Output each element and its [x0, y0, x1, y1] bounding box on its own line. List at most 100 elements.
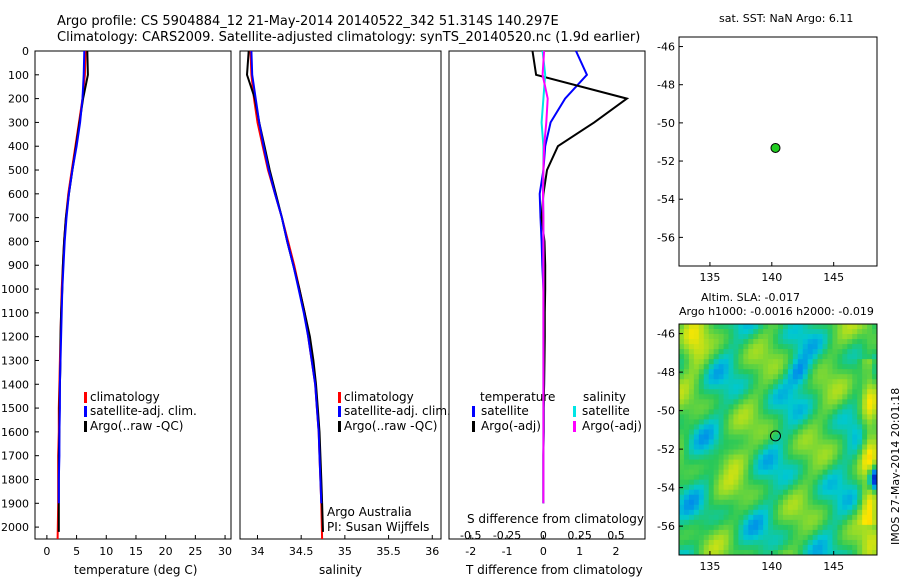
sla-cell — [679, 439, 685, 445]
sla-cell — [778, 519, 784, 526]
sla-cell — [787, 409, 794, 415]
sla-cell — [768, 419, 774, 425]
sla-cell — [738, 394, 744, 400]
sla-cell — [743, 394, 749, 400]
sla-cell — [792, 524, 799, 531]
sla-cell — [837, 444, 843, 450]
legend-label-argo: Argo(..raw -QC) — [90, 419, 184, 433]
sla-cell — [812, 529, 818, 536]
sla-cell — [753, 504, 759, 511]
sla-cell — [738, 354, 744, 360]
sla-x-tick-label: 135 — [699, 560, 720, 573]
sla-cell — [832, 509, 838, 516]
sla-cell — [862, 384, 868, 390]
sla-cell — [679, 374, 685, 380]
sla-cell — [688, 414, 695, 420]
sla-cell — [758, 544, 764, 551]
sla-cell — [837, 414, 843, 420]
sla-cell — [733, 424, 739, 430]
sla-cell — [763, 499, 769, 506]
sla-cell — [773, 424, 779, 430]
sla-cell — [688, 539, 695, 546]
sla-cell — [837, 369, 843, 375]
sla-cell — [812, 329, 818, 335]
sla-cell — [703, 374, 710, 380]
sla-cell — [797, 414, 804, 420]
sla-cell — [758, 424, 764, 430]
sla-cell — [688, 339, 695, 345]
sla-cell — [857, 409, 863, 415]
sla-x-tick-label: 140 — [761, 560, 782, 573]
sla-cell — [792, 429, 799, 435]
sla-cell — [698, 399, 705, 405]
sla-cell — [733, 529, 739, 536]
sst-x-tick-label: 145 — [823, 271, 844, 284]
sla-cell — [768, 509, 774, 516]
sla-cell — [797, 509, 804, 516]
sla-cell — [807, 454, 814, 460]
sla-cell — [743, 334, 749, 340]
series-line-argo-raw-qc- — [57, 50, 86, 504]
sla-cell — [679, 494, 685, 501]
sla-cell — [733, 379, 739, 385]
sla-cell — [713, 349, 719, 355]
sla-cell — [738, 344, 744, 350]
sla-cell — [733, 444, 739, 450]
sla-cell — [693, 364, 700, 370]
sla-cell — [797, 349, 804, 355]
sla-cell — [679, 324, 685, 330]
sla-cell — [827, 424, 833, 430]
sla-cell — [688, 434, 695, 440]
sla-cell — [753, 489, 759, 496]
sla-cell — [797, 514, 804, 521]
sla-cell — [763, 379, 769, 385]
sla-cell — [748, 489, 754, 496]
sla-cell — [713, 369, 719, 375]
sla-cell — [753, 404, 759, 410]
sla-cell — [733, 544, 739, 551]
sla-cell — [743, 549, 749, 556]
sla-cell — [693, 429, 700, 435]
sla-cell — [758, 379, 764, 385]
sla-cell — [872, 414, 878, 420]
sla-cell — [733, 344, 739, 350]
sla-cell — [802, 384, 809, 390]
sla-cell — [683, 489, 690, 496]
sla-cell — [778, 474, 784, 481]
sla-cell — [693, 419, 700, 425]
sla-cell — [797, 394, 804, 400]
sla-cell — [763, 344, 769, 350]
sla-cell — [718, 484, 724, 491]
sla-cell — [778, 424, 784, 430]
sla-cell — [768, 379, 774, 385]
sla-cell — [758, 419, 764, 425]
sla-cell — [743, 494, 749, 501]
sla-cell — [683, 464, 690, 471]
sla-cell — [782, 424, 789, 430]
sla-cell — [728, 494, 734, 501]
sla-cell — [807, 539, 814, 546]
sla-cell — [782, 354, 789, 360]
sla-cell — [847, 329, 853, 335]
sla-cell — [763, 514, 769, 521]
sla-cell — [797, 374, 804, 380]
sst-y-tick-label: -50 — [657, 117, 675, 130]
sst-y-tick-label: -46 — [657, 41, 675, 54]
sla-cell — [847, 449, 853, 455]
sla-cell — [797, 494, 804, 501]
sla-cell — [768, 399, 774, 405]
sla-cell — [688, 429, 695, 435]
sla-cell — [708, 344, 715, 350]
sla-cell — [693, 329, 700, 335]
sla-cell — [723, 364, 729, 370]
sla-cell — [683, 484, 690, 491]
sla-cell — [827, 414, 833, 420]
sla-cell — [748, 464, 754, 471]
sla-cell — [728, 504, 734, 511]
sla-cell — [822, 524, 828, 531]
sla-cell — [688, 549, 695, 556]
sla-cell — [718, 404, 724, 410]
sla-cell — [812, 549, 818, 556]
sla-cell — [782, 329, 789, 335]
sla-cell — [773, 369, 779, 375]
